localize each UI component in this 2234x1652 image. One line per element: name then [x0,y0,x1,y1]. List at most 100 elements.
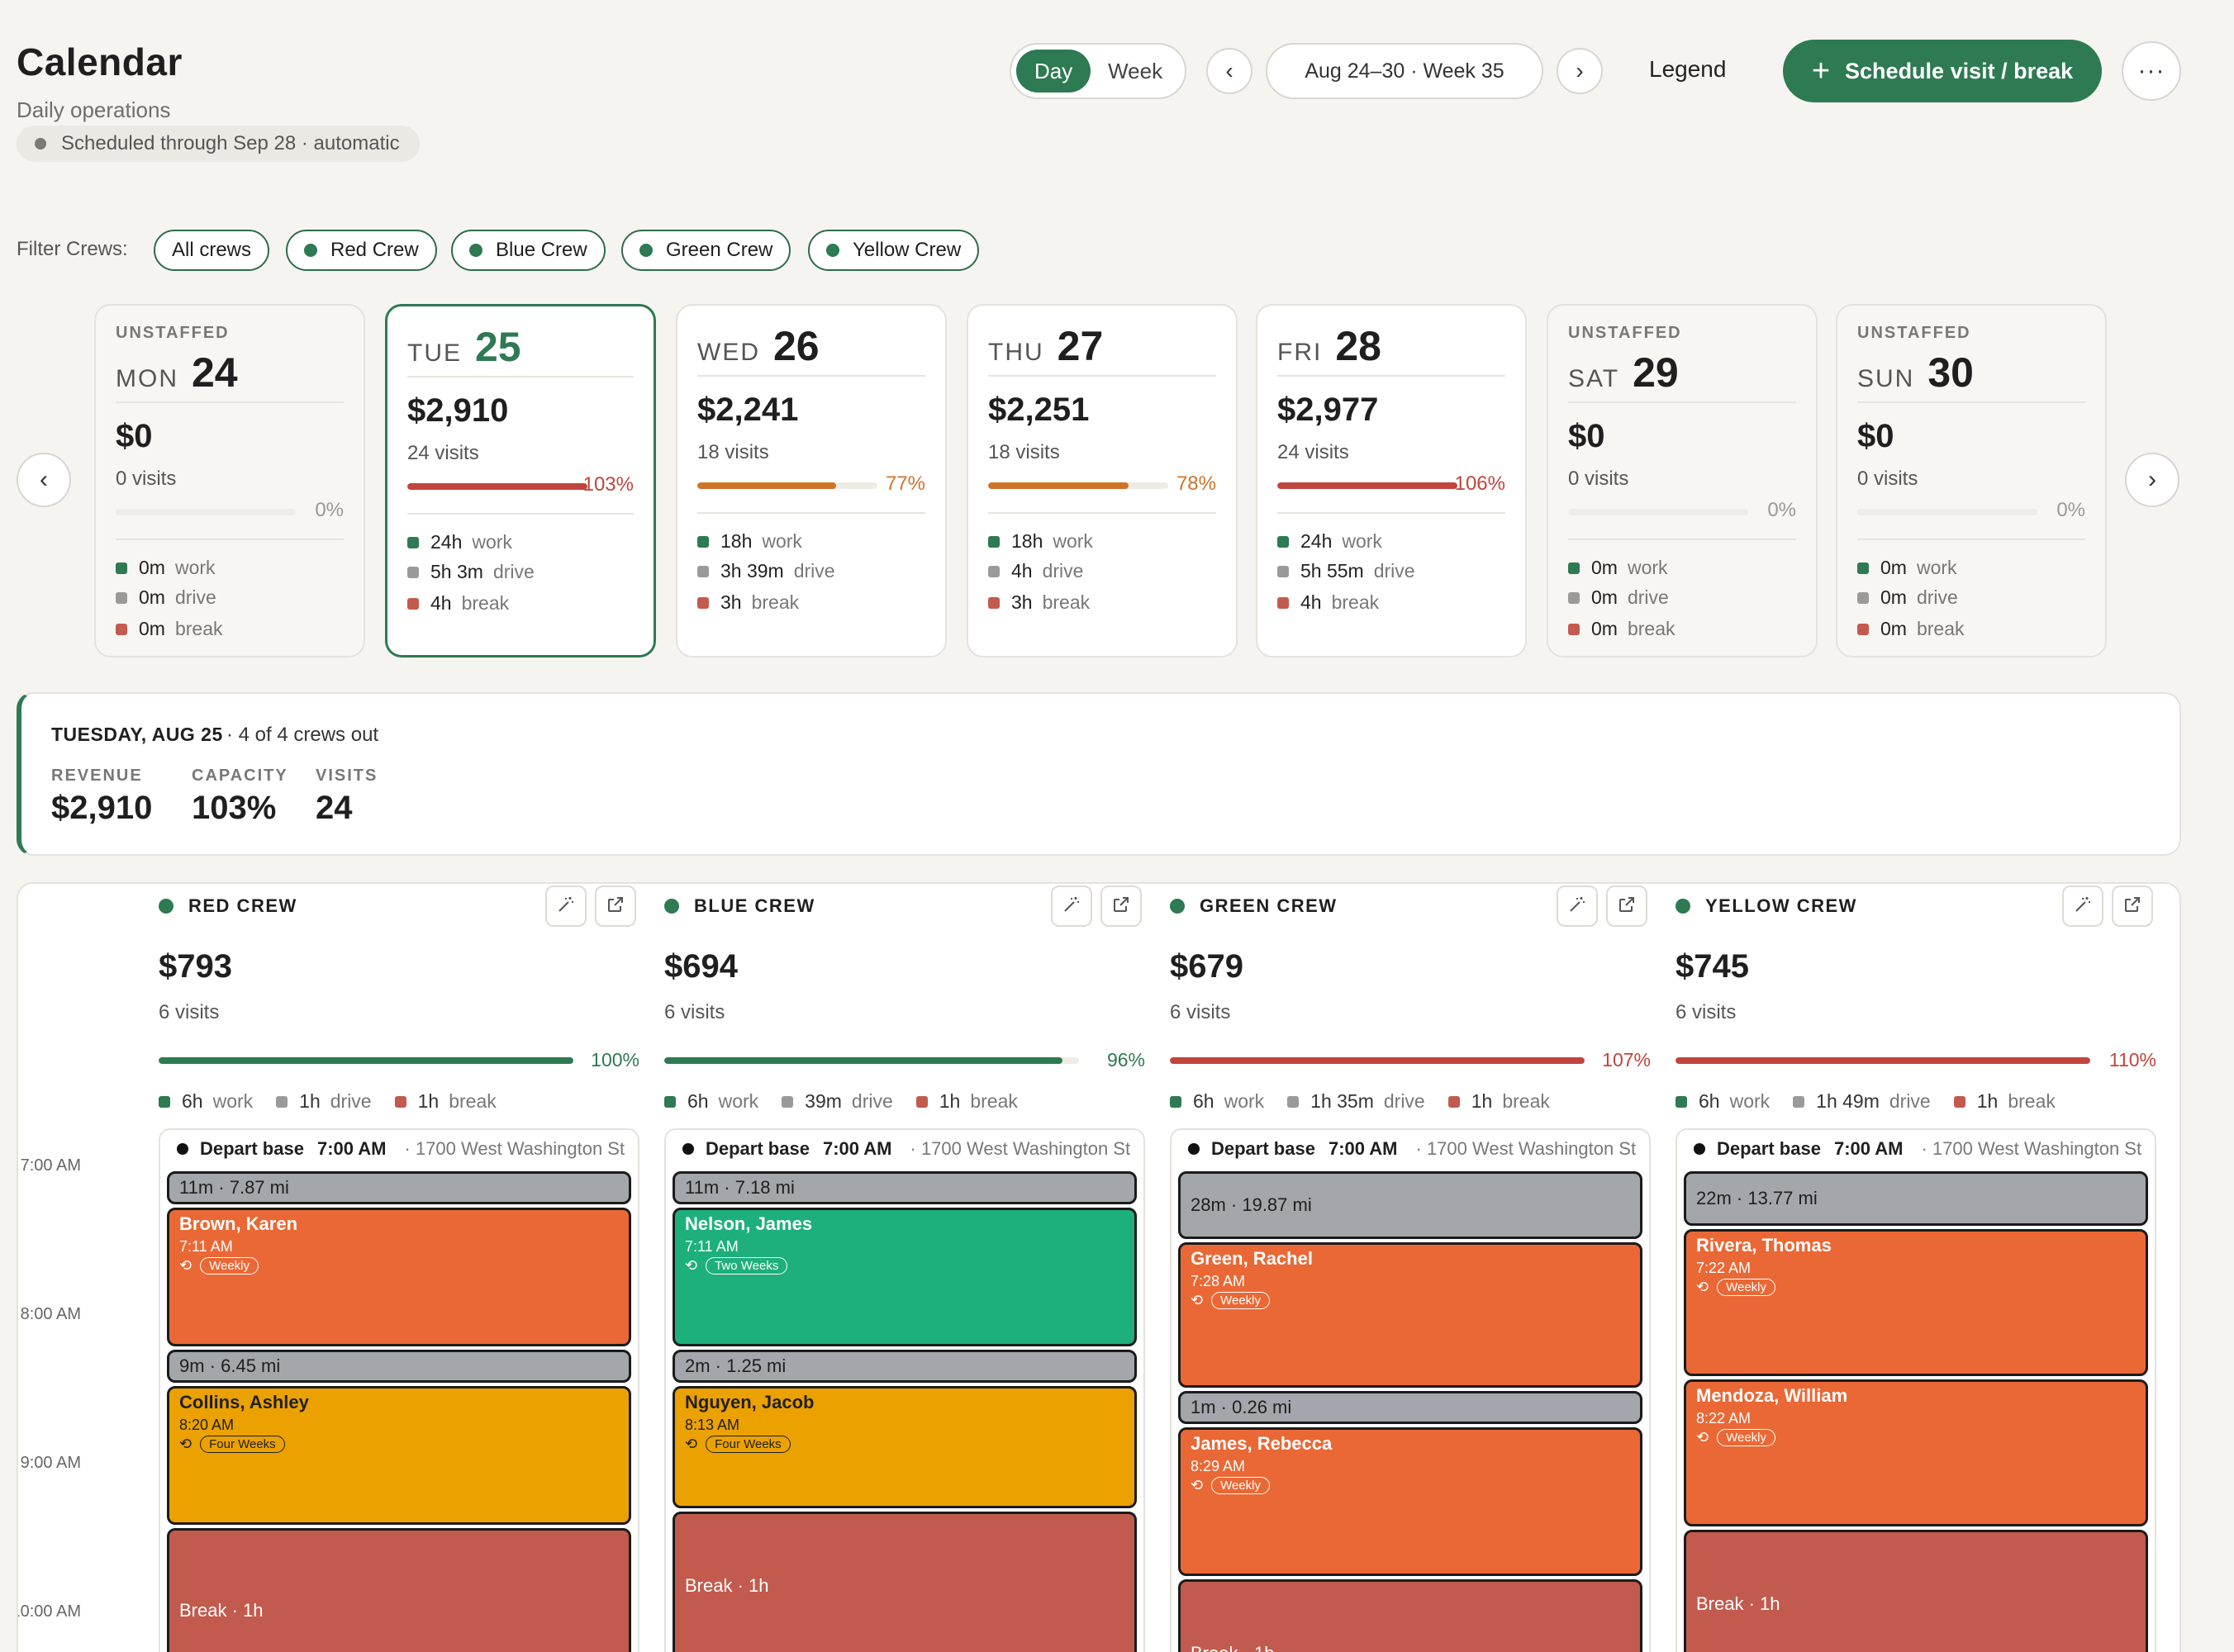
drive-swatch-icon [276,1095,288,1108]
capacity-bar [697,482,877,489]
day-card-wed[interactable]: WED 26 $2,241 18 visits 77% 18h work 3h … [676,304,947,657]
drive-stat: 4h drive [988,560,1083,582]
break-stat: 4h break [1277,591,1379,614]
break-block[interactable]: Break · 1h [167,1528,631,1652]
divider [1568,401,1796,403]
break-label: break [461,592,510,614]
day-of-week: SUN [1857,365,1915,392]
visit-block[interactable]: Nguyen, Jacob 8:13 AM ⟲ Four Weeks [673,1386,1137,1508]
filter-chip-blue-crew[interactable]: Blue Crew [451,230,606,271]
visit-time: 8:22 AM [1696,1410,1752,1427]
visit-block[interactable]: Mendoza, William 8:22 AM ⟲ Weekly [1684,1379,2148,1526]
break-block[interactable]: Break · 1h [673,1512,1137,1652]
day-card-fri[interactable]: FRI 28 $2,977 24 visits 106% 24h work 5h… [1256,304,1527,657]
open-crew-button[interactable] [1100,885,1142,927]
next-week-button[interactable]: › [1557,48,1603,94]
crew-timeline: Depart base 7:00 AM · 1700 West Washingt… [664,1128,1145,1652]
drive-block[interactable]: 28m · 19.87 mi [1178,1171,1642,1239]
drive-block[interactable]: 1m · 0.26 mi [1178,1391,1642,1424]
capacity-bar [407,483,587,490]
crew-dot-icon [639,244,653,257]
work-swatch-icon [159,1095,170,1108]
drive-block[interactable]: 22m · 13.77 mi [1684,1171,2148,1226]
visit-block[interactable]: Nelson, James 7:11 AM ⟲ Two Weeks [673,1208,1137,1346]
break-stat: 0m break [1857,618,1965,640]
work-label: work [472,531,512,553]
day-card-mon[interactable]: UNSTAFFED MON 24 $0 0 visits 0% 0m work … [94,304,365,657]
open-crew-button[interactable] [595,885,636,927]
open-crew-button[interactable] [1606,885,1647,927]
drive-block[interactable]: 9m · 6.45 mi [167,1350,631,1383]
break-value: 1h [1471,1090,1493,1112]
prev-days-button[interactable]: ‹ [17,453,71,507]
visit-block[interactable]: Brown, Karen 7:11 AM ⟲ Weekly [167,1208,631,1346]
filter-crews-label: Filter Crews: [17,238,128,260]
capacity-percent: 0% [2056,499,2085,521]
break-swatch-icon [697,596,709,609]
break-swatch-icon [988,596,1000,609]
day-revenue: $2,977 [1277,392,1379,428]
break-block[interactable]: Break · 1h [1178,1579,1642,1652]
more-options-button[interactable]: ··· [2122,41,2181,101]
divider [1857,539,2085,540]
drive-summary: 11m · 7.87 mi [179,1177,289,1198]
day-number: 30 [1927,349,1974,396]
work-swatch-icon [116,562,127,574]
day-card-thu[interactable]: THU 27 $2,251 18 visits 78% 18h work 4h … [967,304,1238,657]
capacity-bar [1857,509,2037,515]
crew-name: YELLOW CREW [1676,895,1857,917]
drive-block[interactable]: 11m · 7.18 mi [673,1171,1137,1204]
visit-block[interactable]: Collins, Ashley 8:20 AM ⟲ Four Weeks [167,1386,631,1525]
break-stat: 1h break [394,1090,497,1113]
visit-recurrence: ⟲ Weekly [1191,1477,1630,1494]
day-number: 28 [1335,323,1381,369]
drive-block[interactable]: 11m · 7.87 mi [167,1171,631,1204]
filter-chip-red-crew[interactable]: Red Crew [286,230,437,271]
view-week-button[interactable]: Week [1108,58,1163,83]
divider [697,375,925,377]
day-of-week: TUE [407,339,462,367]
work-label: work [1053,530,1093,552]
filter-chip-all-crews[interactable]: All crews [154,230,270,271]
prev-week-button[interactable]: ‹ [1206,48,1252,94]
repeat-icon: ⟲ [1696,1279,1709,1295]
schedule-visit-button[interactable]: + Schedule visit / break [1783,40,2102,102]
optimize-route-button[interactable] [1557,885,1598,927]
depart-label: Depart base [1717,1138,1821,1159]
view-day-button[interactable]: Day [1016,50,1091,93]
filter-chip-green-crew[interactable]: Green Crew [621,230,791,271]
recurrence-tag: Two Weeks [706,1257,788,1275]
visit-customer-name: Nguyen, Jacob [685,1392,815,1412]
divider [988,512,1216,514]
base-dot-icon [1694,1143,1705,1155]
visit-time: 7:11 AM [685,1238,739,1255]
time-label: 7:00 AM [20,1156,81,1175]
summary-crews-out: · 4 of 4 crews out [226,724,379,746]
crew-capacity-bar-fill [1170,1057,1585,1064]
optimize-route-button[interactable] [2062,885,2103,927]
week-range-picker[interactable]: Aug 24–30 · Week 35 [1266,43,1543,99]
legend-button[interactable]: Legend [1649,56,1727,82]
drive-label: drive [492,561,535,582]
external-link-icon [1111,895,1131,919]
repeat-icon: ⟲ [179,1436,193,1452]
next-days-button[interactable]: › [2125,453,2179,507]
crew-revenue: $793 [159,948,232,985]
filter-chip-yellow-crew[interactable]: Yellow Crew [808,230,980,271]
optimize-route-button[interactable] [545,885,587,927]
day-card-tue[interactable]: TUE 25 $2,910 24 visits 103% 24h work 5h… [385,304,656,657]
visit-block[interactable]: James, Rebecca 8:29 AM ⟲ Weekly [1178,1427,1642,1576]
visit-block[interactable]: Rivera, Thomas 7:22 AM ⟲ Weekly [1684,1229,2148,1376]
crew-dot-icon [469,244,482,257]
day-card-sun[interactable]: UNSTAFFED SUN 30 $0 0 visits 0% 0m work … [1836,304,2107,657]
drive-stat: 0m drive [1857,586,1958,609]
open-crew-button[interactable] [2112,885,2153,927]
visit-block[interactable]: Green, Rachel 7:28 AM ⟲ Weekly [1178,1242,1642,1388]
optimize-route-button[interactable] [1051,885,1092,927]
drive-block[interactable]: 2m · 1.25 mi [673,1350,1137,1383]
break-block[interactable]: Break · 1h [1684,1530,2148,1652]
break-label: break [1502,1090,1550,1112]
break-label: Break · 1h [1696,1593,1780,1614]
day-card-sat[interactable]: UNSTAFFED SAT 29 $0 0 visits 0% 0m work … [1547,304,1818,657]
depart-base: Depart base 7:00 AM · 1700 West Washingt… [1188,1138,1636,1160]
